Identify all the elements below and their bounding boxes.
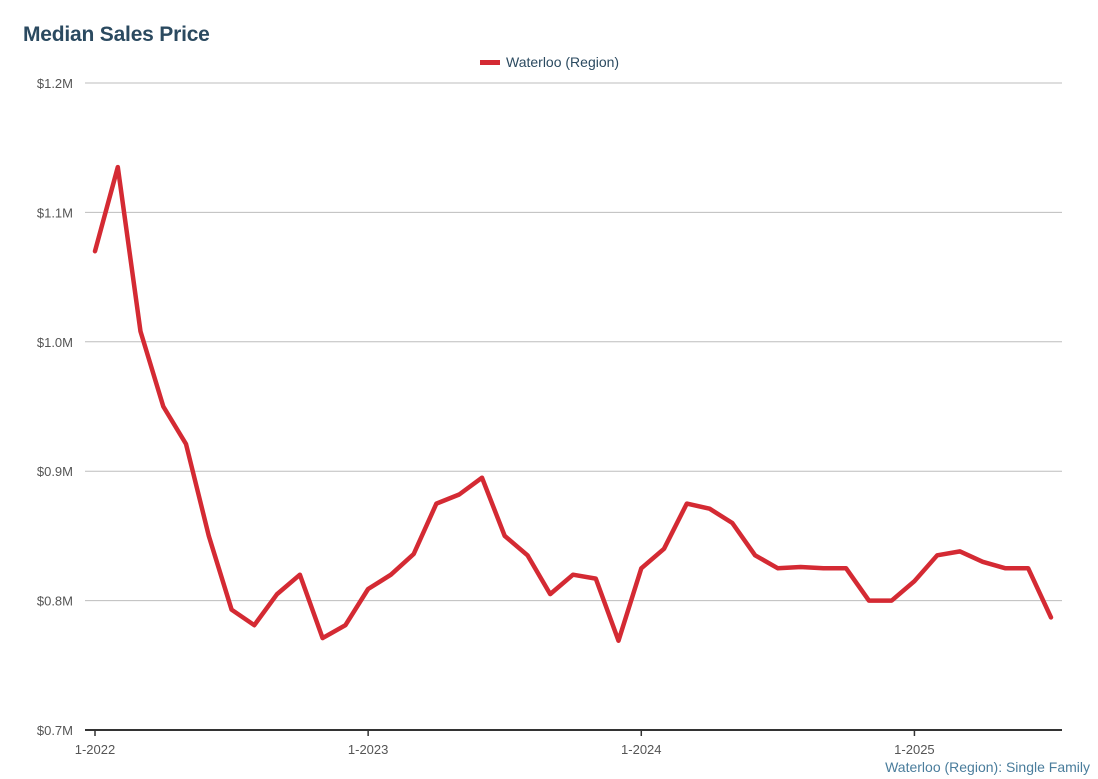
y-tick-label: $1.2M [37, 76, 73, 91]
y-tick-label: $0.7M [37, 723, 73, 738]
series-line [92, 164, 1054, 643]
x-tick-label: 1-2022 [75, 742, 115, 757]
x-tick-label: 1-2025 [894, 742, 934, 757]
x-axis: 1-2022 1-2023 1-2024 1-2025 [75, 729, 1062, 757]
legend-swatch [480, 59, 500, 65]
series-lines [92, 164, 1054, 643]
x-tick-label: 1-2023 [348, 742, 388, 757]
y-tick-label: $0.9M [37, 464, 73, 479]
y-axis-labels: $0.7M $0.8M $0.9M $1.0M $1.1M $1.2M [37, 76, 73, 738]
y-tick-label: $0.8M [37, 594, 73, 609]
grid-lines [85, 82, 1062, 602]
source-note: Waterloo (Region): Single Family [885, 759, 1090, 775]
legend: Waterloo (Region) [480, 54, 619, 70]
legend-label: Waterloo (Region) [506, 54, 620, 70]
y-tick-label: $1.1M [37, 205, 73, 220]
x-tick-label: 1-2024 [621, 742, 661, 757]
y-tick-label: $1.0M [37, 335, 73, 350]
chart-title: Median Sales Price [23, 23, 210, 46]
